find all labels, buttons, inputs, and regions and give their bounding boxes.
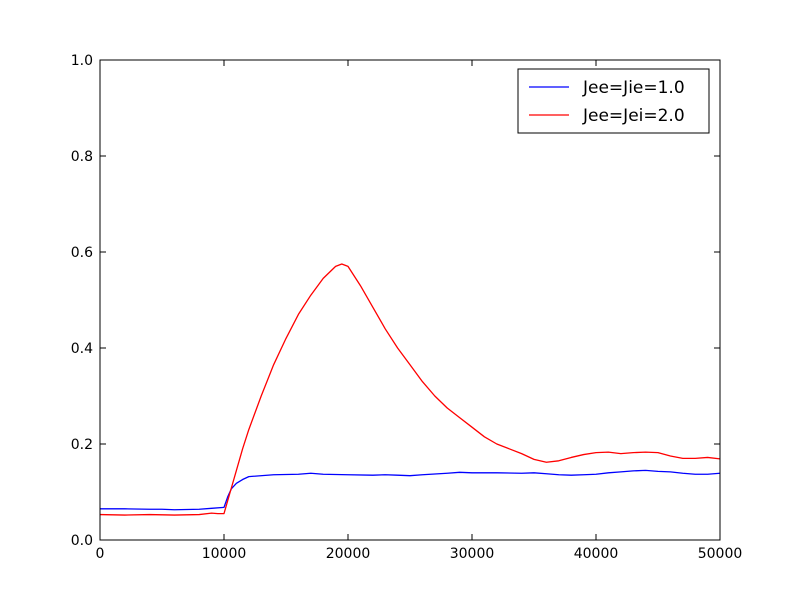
series-line-1 xyxy=(100,469,721,511)
x-tick-label: 10000 xyxy=(202,546,247,562)
y-tick-label: 0.4 xyxy=(71,341,93,357)
y-tick-label: 1.0 xyxy=(71,53,93,69)
plot-frame xyxy=(99,59,721,541)
x-tick-label: 0 xyxy=(96,546,105,562)
tick-layer: 0 10000 20000 30000 40000 50000 0.0 0.2 0.4 0.6 0.… xyxy=(71,53,743,562)
legend-label-series-1: Jee=Jie=1.0 xyxy=(582,78,685,98)
x-tick-label: 20000 xyxy=(326,546,371,562)
y-tick-label: 0.0 xyxy=(71,533,93,549)
x-tick-label: 40000 xyxy=(574,546,619,562)
legend-label-series-2: Jee=Jei=2.0 xyxy=(582,106,685,126)
x-tick-label: 50000 xyxy=(698,546,743,562)
y-tick-label: 0.6 xyxy=(71,245,93,261)
series-line-2 xyxy=(99,263,721,516)
y-tick-label: 0.2 xyxy=(71,437,93,453)
legend-box xyxy=(517,68,710,134)
legend: Jee=Jie=1.0 Jee=Jei=2.0 xyxy=(517,68,710,134)
series-layer xyxy=(99,263,721,516)
y-tick-label: 0.8 xyxy=(71,149,93,165)
x-tick-label: 30000 xyxy=(450,546,495,562)
